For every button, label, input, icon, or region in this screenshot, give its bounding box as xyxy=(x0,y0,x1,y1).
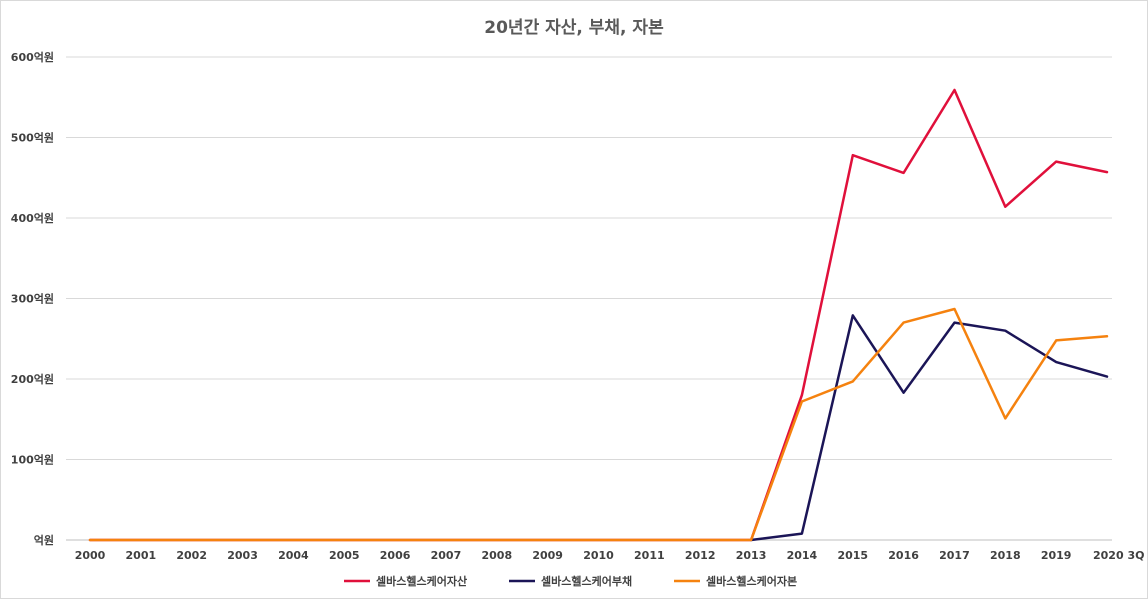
series-line-1 xyxy=(88,88,1109,542)
y-tick-label: 200억원 xyxy=(11,372,54,386)
x-tick-label: 2010 xyxy=(583,549,614,562)
x-tick-label: 2015 xyxy=(837,549,868,562)
x-tick-label: 2017 xyxy=(939,549,970,562)
legend-label: 셀바스헬스케어부채 xyxy=(541,574,632,588)
legend-label: 셀바스헬스케어자산 xyxy=(376,574,467,588)
y-tick-label: 100억원 xyxy=(11,453,54,467)
x-tick-label: 2003 xyxy=(227,549,258,562)
x-tick-label: 2008 xyxy=(481,549,512,562)
legend-label: 셀바스헬스케어자본 xyxy=(706,574,797,588)
x-tick-label: 2014 xyxy=(787,549,818,562)
y-tick-label: 억원 xyxy=(34,533,54,547)
x-tick-label: 2000 xyxy=(75,549,106,562)
x-tick-label: 2019 xyxy=(1041,549,1072,562)
x-tick-label: 2006 xyxy=(380,549,411,562)
x-tick-label: 2020 3Q xyxy=(1093,549,1144,562)
series-line-3 xyxy=(88,307,1109,542)
x-tick-label: 2007 xyxy=(431,549,462,562)
y-tick-label: 400억원 xyxy=(11,211,54,225)
x-tick-label: 2011 xyxy=(634,549,665,562)
y-tick-label: 500억원 xyxy=(11,131,54,145)
chart-title: 20년간 자산, 부채, 자본 xyxy=(484,18,664,38)
x-tick-label: 2004 xyxy=(278,549,309,562)
x-tick-label: 2002 xyxy=(176,549,207,562)
x-tick-label: 2009 xyxy=(532,549,563,562)
x-tick-label: 2005 xyxy=(329,549,360,562)
x-tick-label: 2018 xyxy=(990,549,1021,562)
x-tick-label: 2013 xyxy=(736,549,767,562)
x-tick-label: 2012 xyxy=(685,549,716,562)
y-tick-label: 600억원 xyxy=(11,50,54,64)
y-tick-label: 300억원 xyxy=(11,292,54,306)
x-tick-label: 2001 xyxy=(126,549,157,562)
series-line-2 xyxy=(749,314,1109,542)
x-tick-label: 2016 xyxy=(888,549,919,562)
